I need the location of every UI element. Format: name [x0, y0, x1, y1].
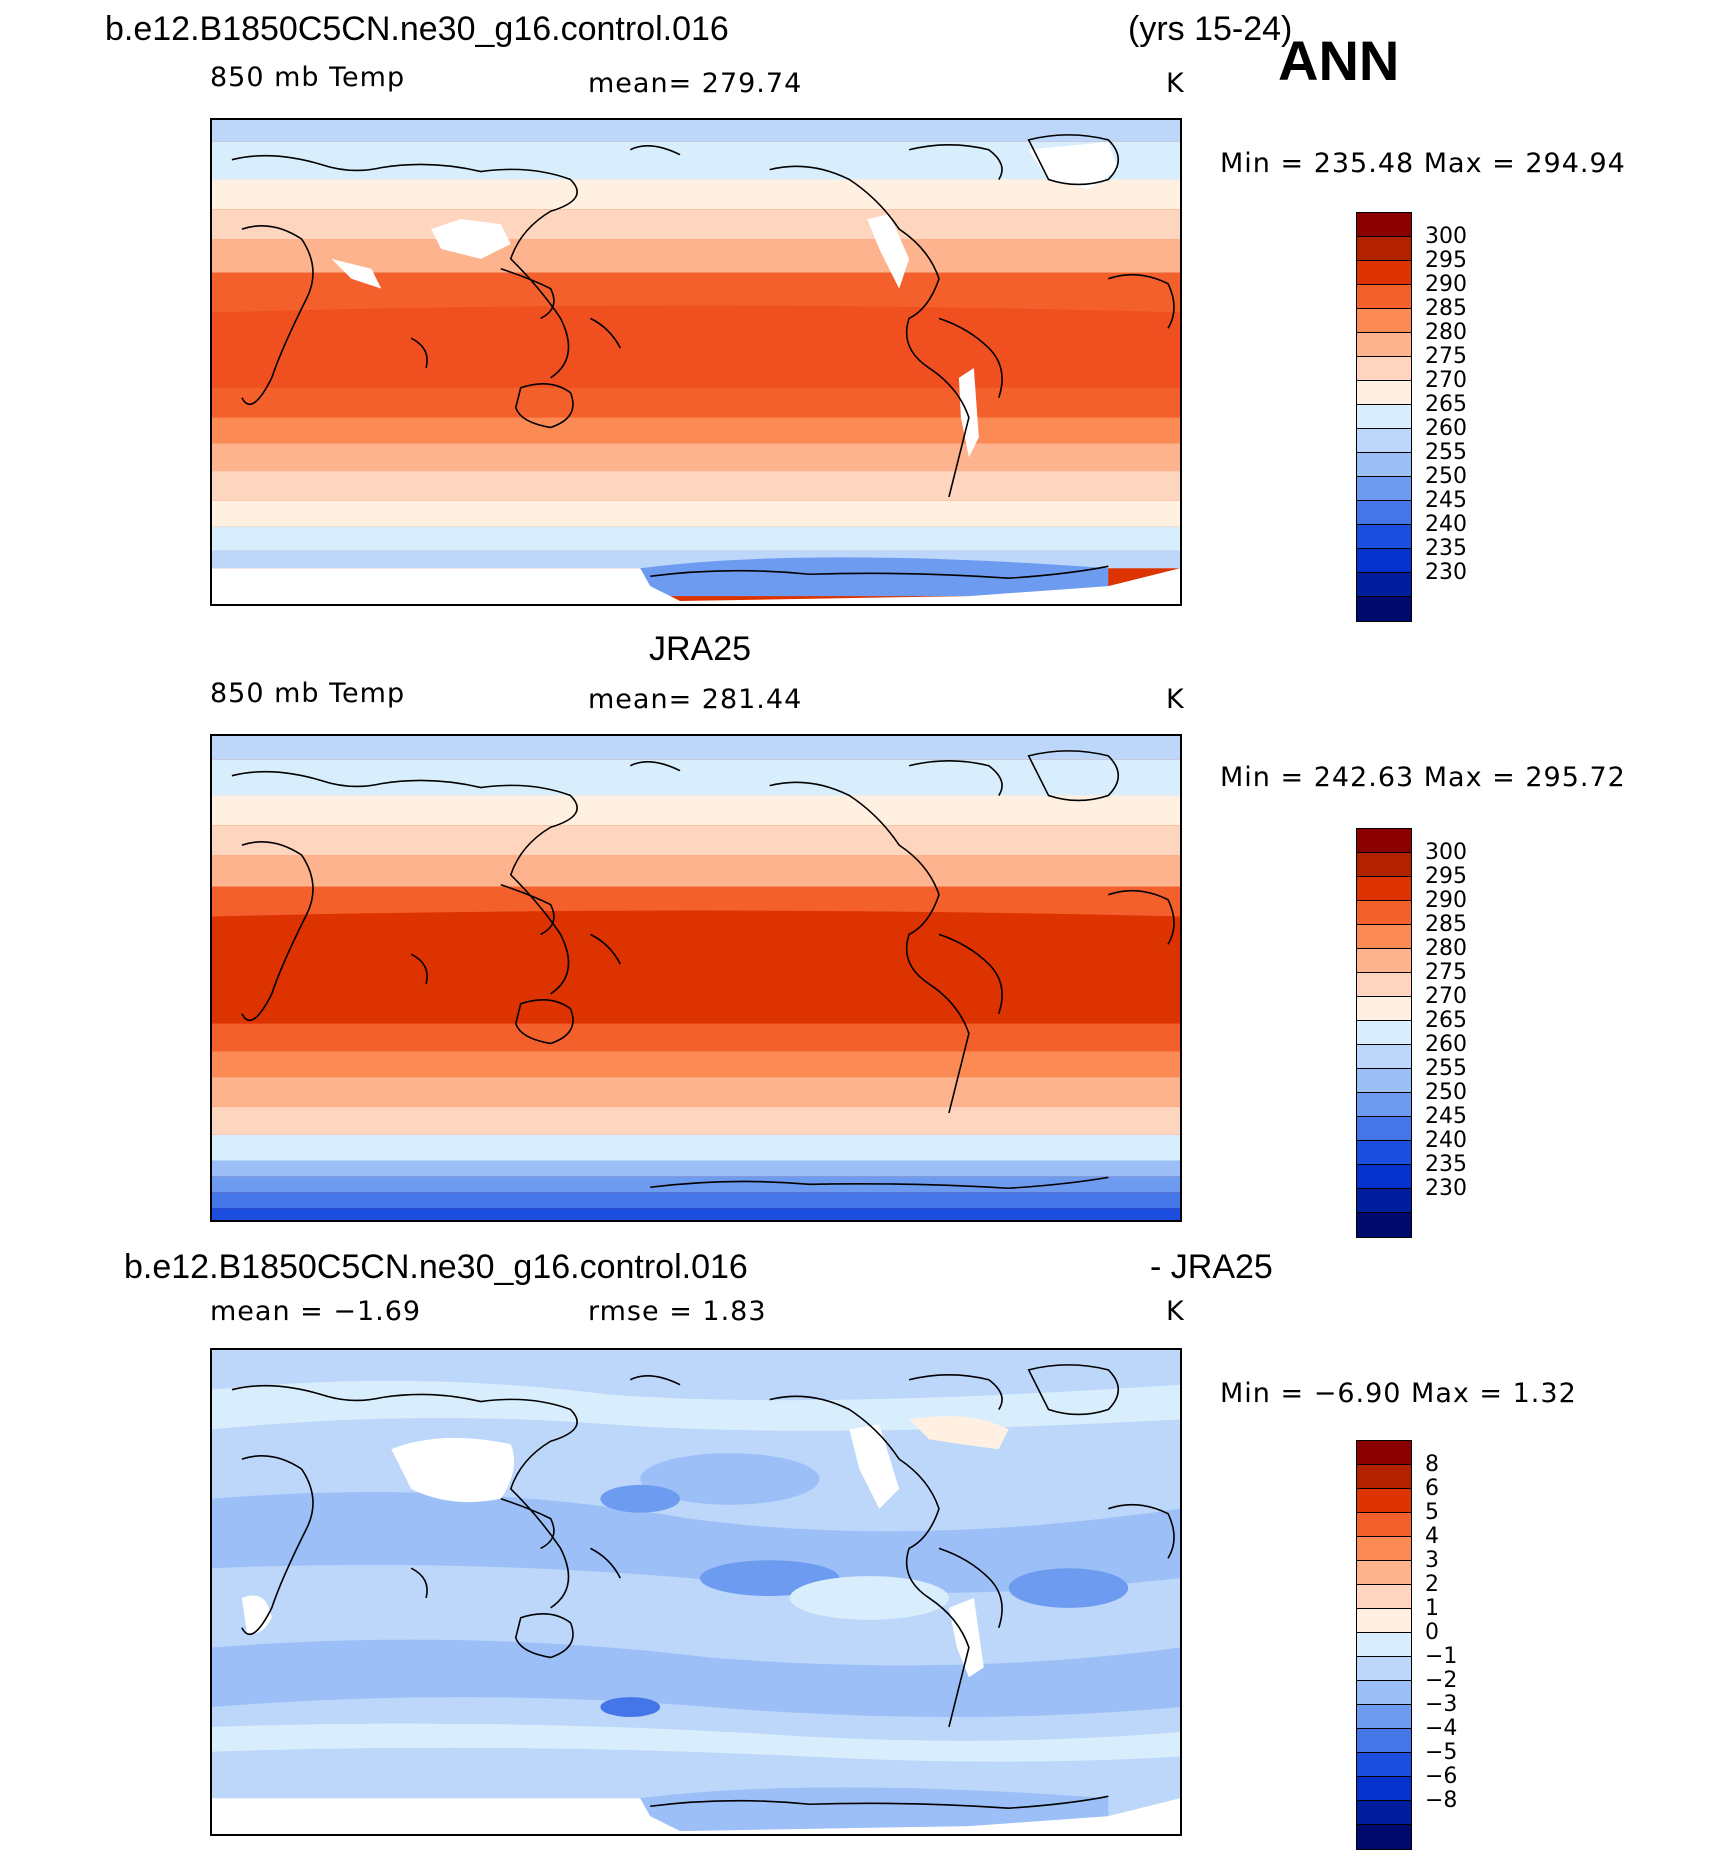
panel3-tick: −1	[1425, 1644, 1458, 1669]
panel2-tick: 240	[1425, 1128, 1467, 1153]
panel3-tick: 2	[1425, 1572, 1439, 1597]
panel3-units-label: K	[1166, 1296, 1185, 1327]
panel1-tick: 250	[1425, 464, 1467, 489]
season-label: ANN	[1278, 29, 1400, 92]
panel1-tick: 235	[1425, 536, 1467, 561]
panel3-tick: −3	[1425, 1692, 1458, 1717]
panel2-colorbar	[1356, 828, 1412, 1238]
panel3-colorbar	[1356, 1440, 1412, 1850]
panel2-minmax: Min = 242.63 Max = 295.72	[1220, 762, 1626, 793]
panel1-tick: 275	[1425, 344, 1467, 369]
panel3-minmax: Min = −6.90 Max = 1.32	[1220, 1378, 1577, 1409]
panel3-title-right: - JRA25	[1150, 1248, 1273, 1286]
panel2-units-label: K	[1166, 684, 1185, 715]
panel1-tick: 230	[1425, 560, 1467, 585]
panel2-tick: 260	[1425, 1032, 1467, 1057]
panel1-tick: 245	[1425, 488, 1467, 513]
years-label: (yrs 15-24)	[1128, 10, 1293, 48]
panel3-tick: 5	[1425, 1500, 1439, 1525]
panel3-tick: −2	[1425, 1668, 1458, 1693]
panel3-tick: 6	[1425, 1476, 1439, 1501]
panel1-units-label: K	[1166, 68, 1185, 99]
panel1-tick: 240	[1425, 512, 1467, 537]
panel3-tick: 4	[1425, 1524, 1439, 1549]
panel3-tick: 3	[1425, 1548, 1439, 1573]
panel2-tick: 300	[1425, 840, 1467, 865]
panel1-colorbar	[1356, 212, 1412, 622]
panel2-tick: 280	[1425, 936, 1467, 961]
panel2-mean-label: mean= 281.44	[588, 684, 803, 715]
panel2-tick: 230	[1425, 1176, 1467, 1201]
panel3-map	[210, 1348, 1182, 1836]
panel1-tick: 260	[1425, 416, 1467, 441]
panel3-mean-label: mean = −1.69	[210, 1296, 422, 1327]
panel1-tick: 265	[1425, 392, 1467, 417]
panel3-tick: −4	[1425, 1716, 1458, 1741]
panel1-minmax: Min = 235.48 Max = 294.94	[1220, 148, 1626, 179]
panel2-tick: 270	[1425, 984, 1467, 1009]
panel2-variable-label: 850 mb Temp	[210, 678, 406, 709]
panel3-rmse-label: rmse = 1.83	[588, 1296, 767, 1327]
panel1-tick: 280	[1425, 320, 1467, 345]
panel2-tick: 235	[1425, 1152, 1467, 1177]
panel2-tick: 250	[1425, 1080, 1467, 1105]
panel3-tick: 1	[1425, 1596, 1439, 1621]
panel1-tick: 295	[1425, 248, 1467, 273]
panel3-tick: −6	[1425, 1764, 1458, 1789]
panel1-tick: 300	[1425, 224, 1467, 249]
panel3-tick: −8	[1425, 1788, 1458, 1813]
panel2-tick: 265	[1425, 1008, 1467, 1033]
panel2-tick: 285	[1425, 912, 1467, 937]
panel3-tick: 0	[1425, 1620, 1439, 1645]
panel1-tick: 285	[1425, 296, 1467, 321]
panel2-tick: 275	[1425, 960, 1467, 985]
panel1-tick: 270	[1425, 368, 1467, 393]
panel3-title: b.e12.B1850C5CN.ne30_g16.control.016	[124, 1248, 748, 1286]
panel1-map	[210, 118, 1182, 606]
panel1-tick: 255	[1425, 440, 1467, 465]
panel2-tick: 255	[1425, 1056, 1467, 1081]
panel1-tick: 290	[1425, 272, 1467, 297]
panel1-mean-label: mean= 279.74	[588, 68, 803, 99]
panel3-tick: −5	[1425, 1740, 1458, 1765]
panel3-tick: 8	[1425, 1452, 1439, 1477]
panel2-title: JRA25	[649, 630, 752, 668]
panel2-tick: 245	[1425, 1104, 1467, 1129]
panel1-variable-label: 850 mb Temp	[210, 62, 406, 93]
panel2-tick: 290	[1425, 888, 1467, 913]
panel2-map	[210, 734, 1182, 1222]
panel2-tick: 295	[1425, 864, 1467, 889]
case-title: b.e12.B1850C5CN.ne30_g16.control.016	[105, 10, 729, 48]
